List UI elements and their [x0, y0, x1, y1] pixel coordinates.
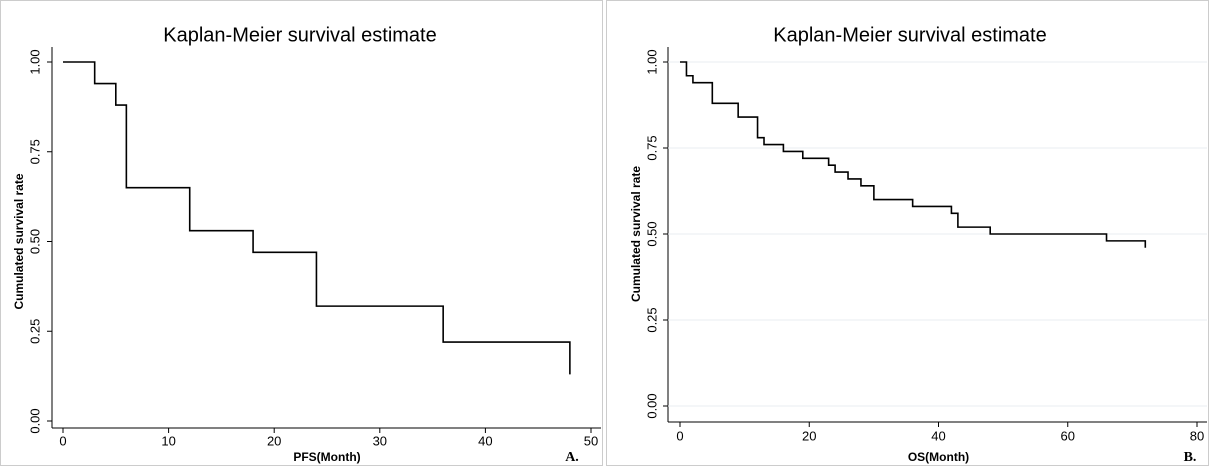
x-axis-label: OS(Month)	[908, 450, 969, 464]
y-tick-label: 0.00	[27, 408, 42, 433]
y-axis-label: Cumulated survival rate	[629, 166, 643, 302]
y-tick-label: 0.25	[27, 319, 42, 344]
x-tick-label: 60	[1061, 428, 1075, 443]
y-tick-label: 0.50	[27, 229, 42, 254]
x-tick-label: 10	[161, 433, 175, 448]
panel-label: B.	[1184, 450, 1197, 465]
x-tick-label: 40	[478, 433, 492, 448]
y-tick-label: 0.00	[644, 393, 659, 418]
x-tick-label: 40	[931, 428, 945, 443]
x-tick-label: 20	[267, 433, 281, 448]
survival-curve	[63, 61, 571, 375]
y-tick-label: 0.50	[644, 221, 659, 246]
x-tick-label: 0	[59, 433, 66, 448]
panel-label: A.	[565, 450, 579, 465]
x-tick-label: 50	[584, 433, 598, 448]
y-tick-label: 0.75	[27, 139, 42, 164]
y-tick-label: 0.75	[644, 135, 659, 160]
y-axis-label: Cumulated survival rate	[12, 173, 26, 309]
panel-border	[0, 0, 603, 466]
survival-curve	[680, 61, 1147, 248]
x-axis-label: PFS(Month)	[293, 450, 360, 464]
y-tick-label: 1.00	[27, 49, 42, 74]
chart-title: Kaplan-Meier survival estimate	[773, 24, 1046, 46]
x-tick-label: 80	[1190, 428, 1204, 443]
chart-title: Kaplan-Meier survival estimate	[163, 24, 436, 46]
x-tick-label: 0	[676, 428, 683, 443]
x-tick-label: 30	[373, 433, 387, 448]
panel-border	[606, 0, 1209, 466]
x-tick-label: 20	[802, 428, 816, 443]
y-tick-label: 1.00	[644, 49, 659, 74]
y-tick-label: 0.25	[644, 307, 659, 332]
